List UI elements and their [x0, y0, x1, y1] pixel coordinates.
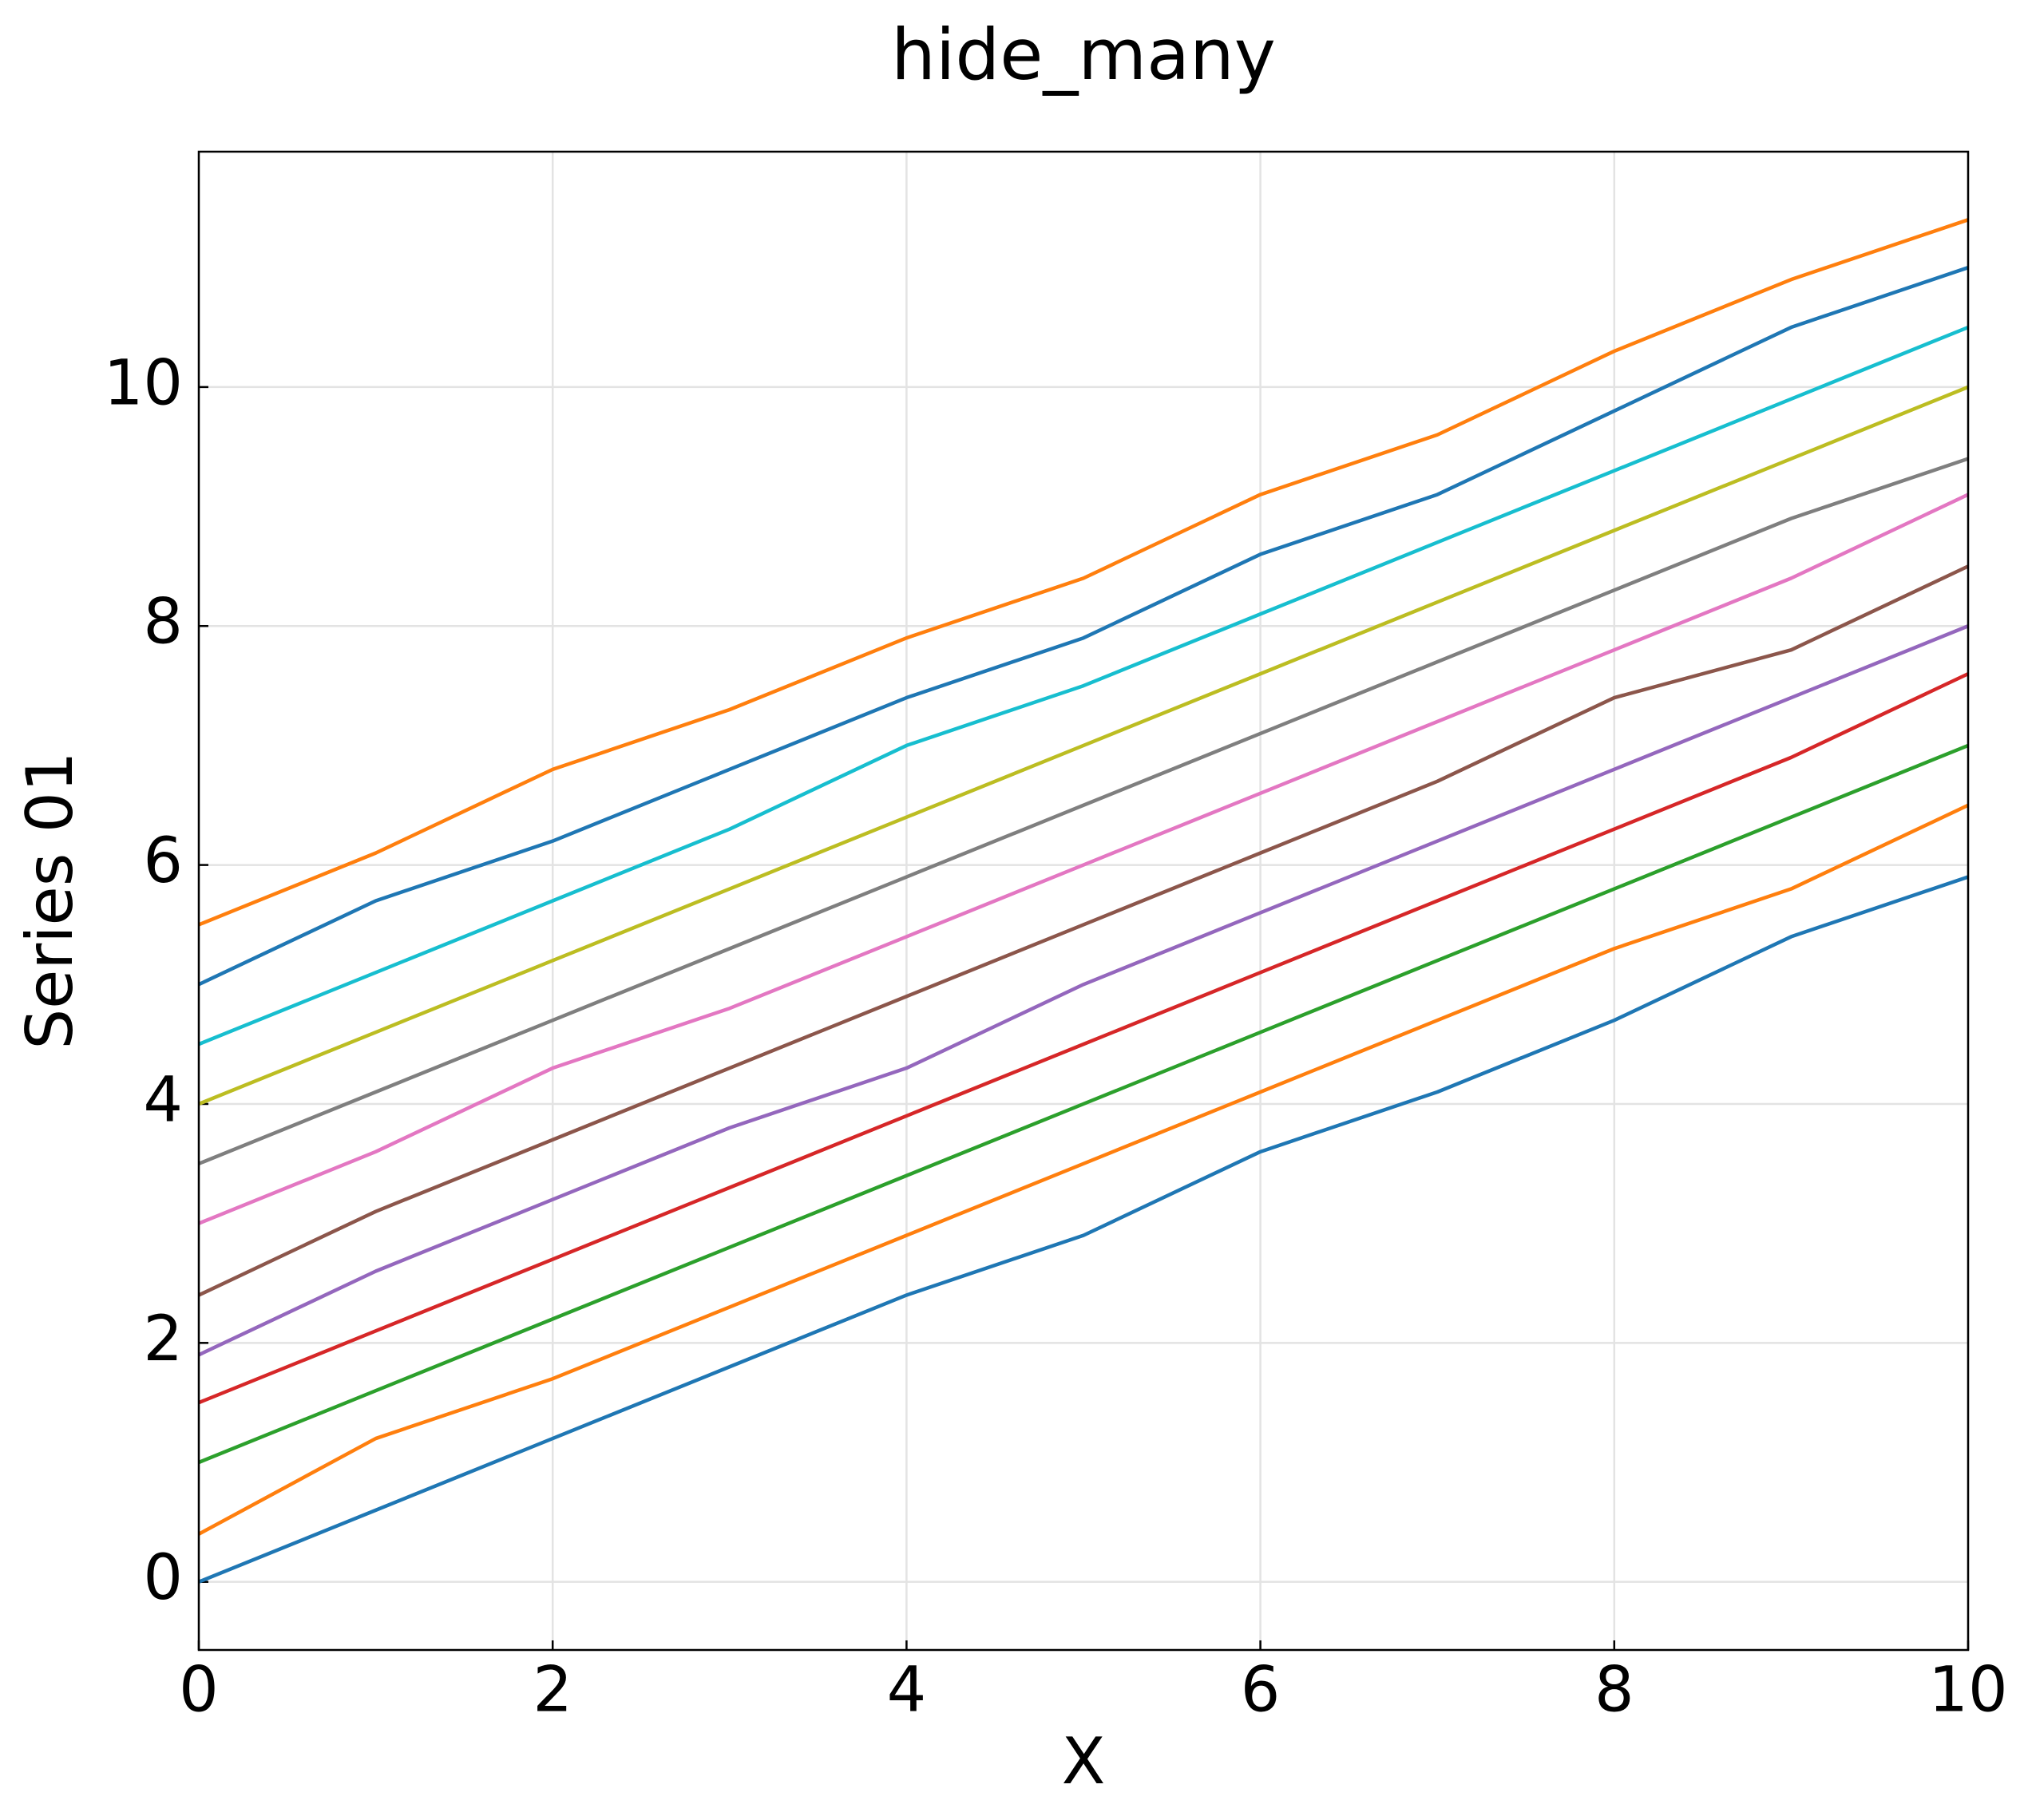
y-tick-label: 8 [143, 587, 183, 659]
series-line [198, 325, 1969, 1046]
series-line [198, 672, 1969, 1405]
x-tick-label: 8 [1594, 1654, 1634, 1726]
series-line [198, 624, 1969, 1357]
series-line [197, 803, 1969, 1536]
y-tick-label: 4 [143, 1064, 183, 1136]
series-line [198, 457, 1969, 1165]
chart-title: hide_many [891, 14, 1276, 96]
y-axis-label: Series 01 [13, 751, 87, 1049]
plot-frame [197, 150, 1970, 1652]
x-tick-label: 2 [533, 1654, 572, 1726]
x-tick-label: 6 [1241, 1654, 1281, 1726]
x-tick-label: 10 [1928, 1654, 2007, 1726]
series-line [198, 218, 1969, 927]
series-line [198, 875, 1969, 1584]
series-line [198, 385, 1969, 1106]
x-tick-label: 4 [887, 1654, 927, 1726]
y-tick-label: 2 [143, 1304, 183, 1375]
x-tick-label: 0 [179, 1654, 219, 1726]
series-line [198, 564, 1969, 1297]
y-tick-label: 10 [104, 347, 183, 419]
x-axis-label: X [1062, 1724, 1106, 1798]
series-line [198, 266, 1969, 987]
series-line [198, 493, 1969, 1225]
y-tick-label: 6 [143, 825, 183, 897]
series-line [198, 743, 1969, 1465]
y-tick-label: 0 [143, 1542, 183, 1614]
